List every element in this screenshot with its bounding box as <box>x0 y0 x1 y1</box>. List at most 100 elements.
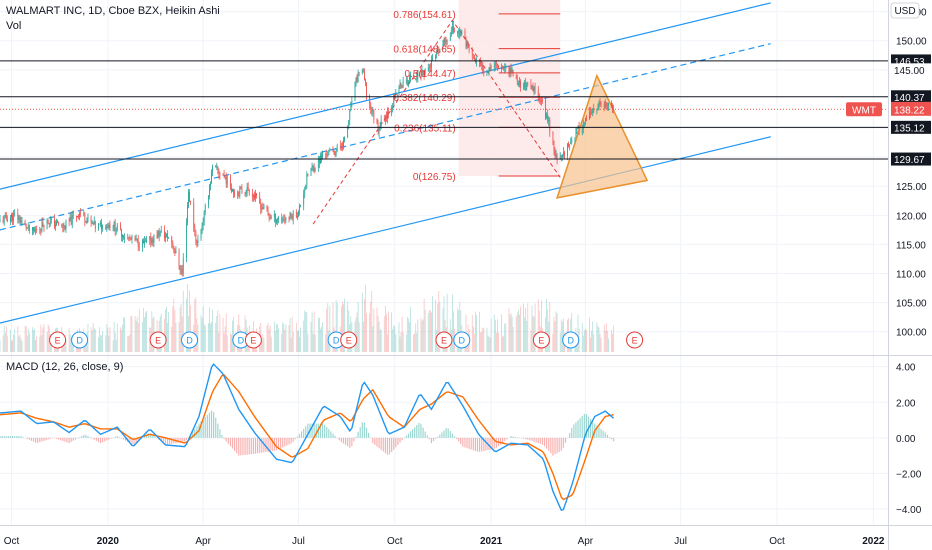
histogram-bar <box>432 437 435 442</box>
candle-body <box>542 100 543 102</box>
histogram-bar <box>93 437 95 440</box>
histogram-bar <box>294 437 296 440</box>
volume-bar <box>357 302 359 352</box>
volume-bar <box>329 306 331 352</box>
candle-body <box>349 109 351 121</box>
volume-bar <box>512 326 514 352</box>
candle-body <box>285 218 287 221</box>
histogram-bar <box>269 437 271 452</box>
histogram-bar <box>259 437 261 453</box>
fib-level-label-1: 0.618(148.65) <box>393 45 455 56</box>
volume-bar <box>70 337 72 352</box>
volume-bar <box>282 322 284 352</box>
event-circle <box>532 331 550 349</box>
histogram-bar <box>403 437 405 439</box>
volume-bar <box>583 330 585 352</box>
volume-bar <box>25 325 27 352</box>
candle-body <box>234 193 235 196</box>
candle-body <box>329 148 331 151</box>
candle-body <box>480 62 482 65</box>
price-tag-4: 138.22 <box>894 105 925 116</box>
candle-body <box>4 214 6 217</box>
volume-bar <box>317 317 319 352</box>
histogram-bar <box>194 429 196 438</box>
volume-bar <box>321 326 322 352</box>
volume-bar <box>586 329 587 352</box>
volume-bar <box>427 312 429 352</box>
candle-body <box>231 187 232 192</box>
histogram-bar <box>313 423 315 438</box>
candle-body <box>391 107 393 114</box>
candle-body <box>347 126 349 138</box>
volume-bar <box>608 338 609 352</box>
event-letter: D <box>238 336 245 346</box>
volume-bar <box>356 312 358 352</box>
volume-bar <box>145 312 146 352</box>
histogram-bar <box>49 437 51 439</box>
candle-body <box>232 189 233 192</box>
candle-body <box>310 169 312 176</box>
candle-body <box>399 83 401 89</box>
volume-bar <box>387 334 388 352</box>
volume-bar <box>136 316 138 352</box>
histogram-bar <box>265 437 267 452</box>
candle-body <box>36 229 38 231</box>
candle-body <box>481 64 483 66</box>
volume-bar <box>459 302 461 352</box>
volume-bar <box>35 340 36 352</box>
volume-bar <box>527 303 529 352</box>
volume-bar <box>289 318 291 352</box>
candle-body <box>42 222 44 227</box>
earnings-marker: E <box>49 331 67 349</box>
histogram-bar <box>225 437 227 442</box>
volume-bar <box>438 291 440 352</box>
candle-body <box>77 216 78 218</box>
volume-bar <box>216 315 218 352</box>
volume-bar <box>288 324 290 352</box>
volume-bar <box>165 309 166 352</box>
candle-body <box>57 221 58 223</box>
volume-bar <box>11 340 12 352</box>
histogram-bar <box>365 427 368 438</box>
candle-body <box>215 165 217 168</box>
candle-body <box>562 152 564 155</box>
histogram-bar <box>581 416 583 438</box>
volume-bar <box>479 311 480 352</box>
candle-body <box>207 196 209 206</box>
volume-bar <box>378 321 380 352</box>
volume-bar <box>98 337 99 352</box>
histogram-bar <box>535 437 537 443</box>
volume-bar <box>123 318 124 352</box>
candle-body <box>503 68 505 70</box>
histogram-bar <box>420 423 422 438</box>
volume-bar <box>318 317 320 352</box>
candle-body <box>114 222 116 232</box>
histogram-bar <box>606 434 608 438</box>
candle-body <box>78 216 79 217</box>
volume-bar <box>297 331 298 352</box>
candle-body <box>420 70 422 76</box>
candle-body <box>33 227 34 231</box>
volume-bar <box>189 290 190 352</box>
earnings-marker: E <box>626 331 644 349</box>
candle-body <box>534 87 536 90</box>
volume-bar <box>490 318 492 352</box>
volume-bar <box>414 333 416 352</box>
candle-body <box>90 216 92 222</box>
candle-body <box>56 221 57 225</box>
histogram-bar <box>229 437 231 447</box>
volume-bar <box>612 333 613 352</box>
volume-bar <box>366 313 367 352</box>
dividend-marker: D <box>562 331 580 349</box>
candle-body <box>552 131 554 141</box>
histogram-bar <box>277 437 280 450</box>
candle-body <box>400 83 402 86</box>
price-tick: 110.00 <box>896 270 926 281</box>
histogram-bar <box>418 422 420 438</box>
histogram-bar <box>87 436 89 438</box>
candle-body <box>260 203 262 210</box>
candle-body <box>2 219 4 223</box>
